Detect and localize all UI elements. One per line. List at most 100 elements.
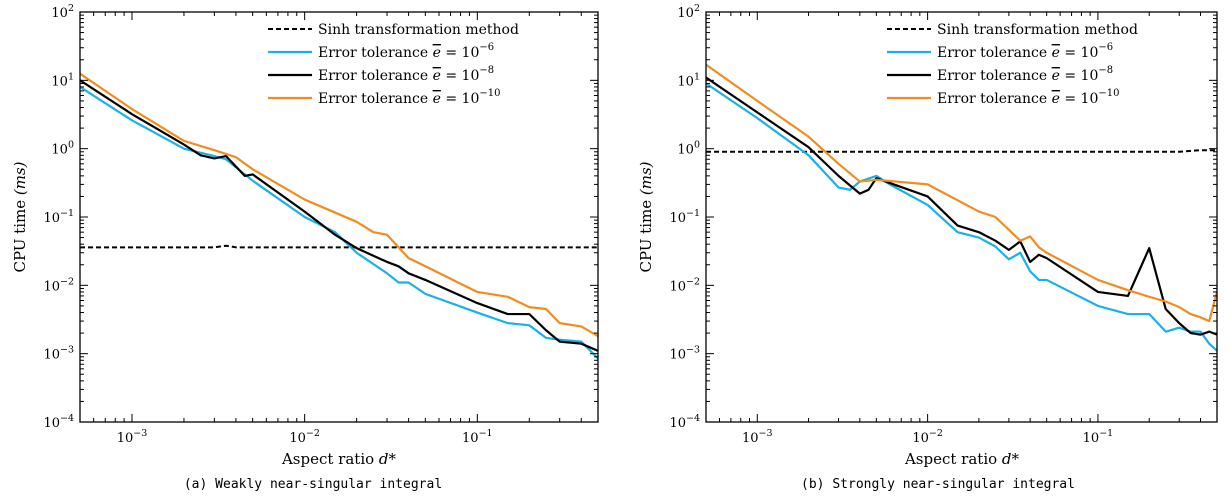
series-line-3 [706,63,1217,323]
x-tick-label: 10−1 [1083,428,1114,446]
y-axis-label: CPU time (ms) [11,161,29,272]
y-tick-label: 10−1 [669,208,700,226]
y-tick-label: 102 [51,3,74,21]
legend-label-text: Error tolerance [318,45,433,61]
chart-panel-b: 10−3 10−2 10−110−410−310−210−1100101102Asp… [637,3,1218,492]
tick-exponent: −1 [60,208,74,219]
panel-caption: (a) Weakly near-singular integral [184,477,442,492]
y-axis-label-unit: (ms) [11,161,29,195]
legend-label-text: Sinh transformation method [937,22,1138,38]
tick-base: 10 [51,74,68,89]
legend-label-2: Error tolerance e = 10−8 [937,65,1113,84]
tick-base: 10 [43,279,60,294]
tick-base: 10 [462,431,479,446]
x-axis-label-symbol: d* [1002,450,1020,468]
y-tick-label: 10−3 [669,345,700,363]
y-tick-label: 100 [51,140,74,158]
legend-exponent: −8 [1098,65,1113,76]
tick-exponent: −2 [60,276,74,287]
y-tick-label: 10−4 [669,413,700,431]
legend-symbol: e [433,45,441,61]
tick-exponent: −2 [306,428,320,439]
legend-symbol: e [1052,91,1060,107]
x-tick-label: 10−2 [289,428,320,446]
tick-base: 10 [912,431,929,446]
tick-exponent: 2 [68,3,74,14]
y-axis-label-unit: (ms) [637,161,655,195]
y-tick-label: 100 [677,140,700,158]
series-line-1 [706,82,1217,352]
legend-label-1: Error tolerance e = 10−6 [937,42,1113,61]
x-axis-label-text: Aspect ratio [904,450,1002,468]
y-tick-label: 10−2 [669,276,700,294]
y-axis-label-text: CPU time [11,195,29,272]
y-tick-label: 102 [677,3,700,21]
tick-exponent: −3 [686,345,700,356]
legend-equals: = 10 [1060,45,1098,61]
tick-base: 10 [117,431,134,446]
x-axis-label-text: Aspect ratio [281,450,379,468]
tick-exponent: −3 [133,428,147,439]
tick-base: 10 [669,211,686,226]
legend-label-text: Sinh transformation method [318,22,519,38]
tick-exponent: −4 [60,413,74,424]
x-tick-label: 10−3 [742,428,773,446]
y-tick-label: 10−4 [43,413,74,431]
tick-base: 10 [51,143,68,158]
series-line-0 [80,244,598,249]
tick-base: 10 [1083,431,1100,446]
legend-equals: = 10 [441,68,479,84]
x-axis-label: Aspect ratio d* [281,450,397,468]
legend-label-0: Sinh transformation method [937,22,1138,38]
x-tick-label: 10−3 [117,428,148,446]
y-axis-label: CPU time (ms) [637,161,655,272]
tick-exponent: 0 [694,140,700,151]
legend-label-3: Error tolerance e = 10−10 [937,88,1119,107]
legend-label-text: Error tolerance [937,68,1052,84]
legend-symbol: e [1052,45,1060,61]
tick-base: 10 [669,416,686,431]
legend-symbol: e [1052,68,1060,84]
tick-base: 10 [289,431,306,446]
tick-exponent: 0 [68,140,74,151]
tick-exponent: −1 [686,208,700,219]
legend-exponent: −10 [1098,88,1119,99]
tick-base: 10 [677,143,694,158]
tick-base: 10 [742,431,759,446]
legend-label-0: Sinh transformation method [318,22,519,38]
legend-equals: = 10 [441,91,479,107]
tick-exponent: 1 [694,71,700,82]
tick-base: 10 [677,74,694,89]
legend-symbol: e [433,91,441,107]
legend-label-text: Error tolerance [318,68,433,84]
x-tick-label: 10−2 [912,428,943,446]
tick-base: 10 [43,416,60,431]
x-axis-label-symbol: d* [379,450,397,468]
legend-equals: = 10 [1060,68,1098,84]
tick-exponent: −4 [686,413,700,424]
tick-exponent: 2 [694,3,700,14]
y-tick-label: 10−1 [43,208,74,226]
series-line-2 [80,79,598,352]
tick-exponent: −2 [686,276,700,287]
series-line-2 [706,76,1217,336]
legend-symbol: e [433,68,441,84]
panel-caption: (b) Strongly near-singular integral [801,477,1075,492]
tick-base: 10 [43,211,60,226]
tick-exponent: −3 [759,428,773,439]
y-tick-label: 10−3 [43,345,74,363]
legend-exponent: −6 [479,42,494,53]
legend-label-text: Error tolerance [318,91,433,107]
series-line-1 [80,86,598,360]
series-line-0 [706,149,1217,153]
y-tick-label: 10−2 [43,276,74,294]
tick-base: 10 [669,348,686,363]
x-axis-label: Aspect ratio d* [904,450,1020,468]
legend-label-2: Error tolerance e = 10−8 [318,65,494,84]
tick-exponent: −2 [929,428,943,439]
tick-exponent: 1 [68,71,74,82]
series-line-3 [80,72,598,338]
legend-exponent: −8 [479,65,494,76]
legend-label-text: Error tolerance [937,45,1052,61]
